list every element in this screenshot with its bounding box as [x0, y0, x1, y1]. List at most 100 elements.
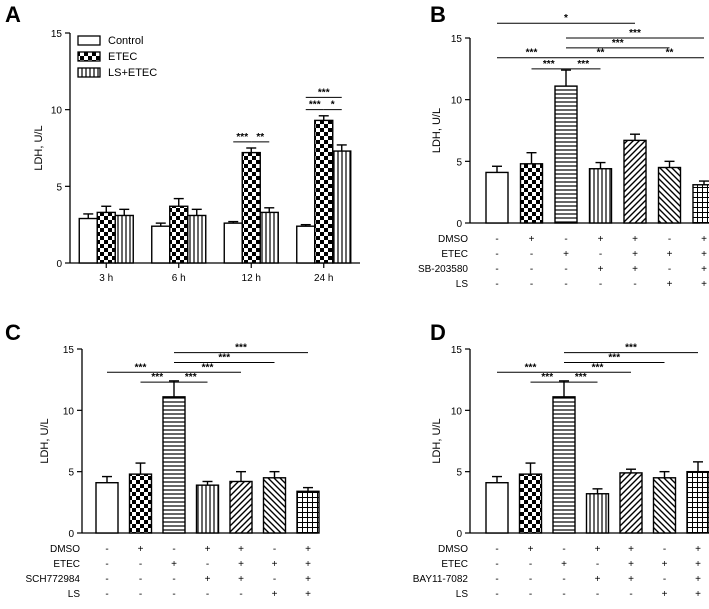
bar — [692, 184, 709, 224]
y-tick-label: 10 — [63, 406, 75, 417]
condition-sign: - — [663, 574, 666, 585]
panel-letter: C — [5, 320, 21, 345]
panel-letter: B — [430, 2, 446, 27]
condition-sign: - — [105, 574, 108, 585]
bar — [259, 211, 279, 264]
bar — [518, 473, 543, 534]
bar — [296, 225, 316, 264]
legend-label: Control — [108, 35, 143, 47]
significance-label: *** — [525, 362, 537, 373]
significance-label: ** — [256, 132, 264, 143]
bar — [554, 85, 578, 224]
condition-sign: - — [495, 249, 498, 260]
condition-sign: - — [239, 589, 242, 600]
bar — [485, 171, 509, 224]
significance-label: *** — [235, 343, 247, 354]
condition-sign: - — [530, 249, 533, 260]
significance-label: *** — [577, 59, 589, 70]
significance-label: *** — [526, 48, 538, 59]
condition-sign: + — [171, 559, 177, 570]
condition-label: ETEC — [53, 559, 80, 570]
significance-label: *** — [543, 59, 555, 70]
bar — [78, 217, 98, 264]
significance-label: * — [331, 100, 335, 111]
condition-sign: - — [105, 559, 108, 570]
y-tick-label: 15 — [63, 345, 75, 356]
legend-swatch — [77, 35, 101, 46]
condition-label: SB-203580 — [418, 264, 468, 275]
significance-label: *** — [236, 132, 248, 143]
condition-sign: - — [105, 589, 108, 600]
condition-sign: + — [667, 249, 673, 260]
legend-label: LS+ETEC — [108, 67, 157, 79]
condition-sign: - — [495, 559, 498, 570]
significance-label: *** — [608, 352, 620, 363]
condition-sign: - — [562, 544, 565, 555]
condition-sign: - — [529, 589, 532, 600]
condition-sign: + — [695, 544, 701, 555]
y-tick-label: 10 — [451, 96, 463, 107]
condition-sign: + — [701, 249, 707, 260]
legend-label: ETEC — [108, 51, 137, 63]
bar — [262, 477, 287, 534]
bar — [187, 214, 207, 264]
condition-sign: - — [139, 559, 142, 570]
panel-letter: A — [5, 2, 21, 27]
condition-sign: + — [701, 234, 707, 245]
y-tick-label: 5 — [456, 157, 462, 168]
bar — [151, 225, 171, 264]
panel-letter: D — [430, 320, 446, 345]
y-tick-label: 0 — [456, 529, 462, 540]
panel-c: 0 5 10 15 LDH, U/L C *** *** *** *** *** *** DMSO - + -… — [5, 320, 320, 600]
significance-label: *** — [151, 372, 163, 383]
bar — [623, 139, 647, 224]
y-axis-label: LDH, U/L — [431, 108, 443, 153]
condition-sign: + — [305, 559, 311, 570]
condition-sign: + — [701, 279, 707, 290]
significance-label: *** — [629, 28, 641, 39]
condition-label: ETEC — [441, 559, 468, 570]
bar — [686, 470, 709, 534]
bar — [128, 473, 153, 534]
condition-label: BAY11-7082 — [413, 574, 469, 585]
condition-label: SCH772984 — [26, 574, 81, 585]
condition-sign: - — [663, 544, 666, 555]
y-tick-label: 0 — [68, 529, 74, 540]
bar — [195, 484, 220, 534]
condition-sign: - — [629, 589, 632, 600]
legend-swatch — [77, 51, 101, 62]
condition-sign: - — [172, 544, 175, 555]
condition-sign: - — [139, 589, 142, 600]
condition-sign: + — [528, 544, 534, 555]
bar — [619, 472, 643, 534]
condition-sign: + — [628, 559, 634, 570]
bar — [162, 396, 186, 534]
condition-sign: + — [238, 559, 244, 570]
condition-label: ETEC — [441, 249, 468, 260]
significance-label: *** — [185, 372, 197, 383]
condition-label: LS — [456, 589, 469, 600]
bar — [588, 168, 613, 224]
x-tick-label: 6 h — [172, 273, 186, 284]
condition-sign: - — [596, 589, 599, 600]
significance-label: * — [564, 13, 568, 24]
condition-sign: - — [530, 264, 533, 275]
legend-swatch — [77, 67, 101, 78]
significance-label: *** — [202, 362, 214, 373]
condition-sign: - — [529, 574, 532, 585]
y-axis-label: LDH, U/L — [39, 418, 51, 463]
bar — [519, 163, 544, 224]
condition-sign: - — [564, 264, 567, 275]
condition-sign: - — [668, 234, 671, 245]
bar — [485, 482, 509, 534]
condition-sign: + — [305, 544, 311, 555]
significance-label: *** — [309, 100, 321, 111]
condition-sign: - — [206, 589, 209, 600]
bar — [169, 205, 189, 264]
condition-sign: + — [595, 574, 601, 585]
significance-label: *** — [218, 352, 230, 363]
condition-sign: + — [529, 234, 535, 245]
panel-d: 0 5 10 15 LDH, U/L D *** *** *** *** *** *** DMSO - + -… — [413, 320, 709, 600]
